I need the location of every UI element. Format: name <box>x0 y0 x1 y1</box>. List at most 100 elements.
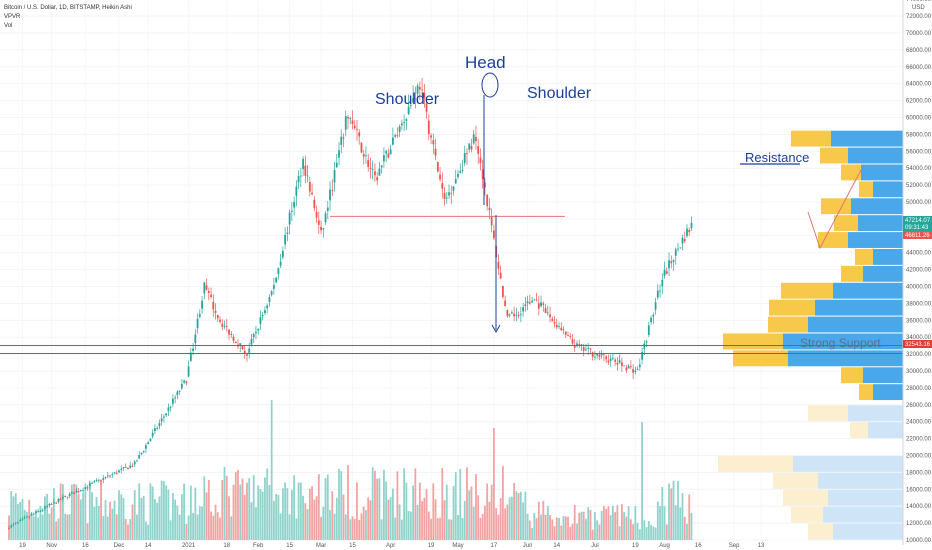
candle-body <box>290 210 293 212</box>
candle-body <box>490 216 493 226</box>
candle-body <box>656 290 659 298</box>
candle-body <box>578 344 581 346</box>
vpvr-up-bar <box>788 350 903 367</box>
candle-body <box>502 285 504 297</box>
vpvr-down-bar <box>768 316 808 333</box>
y-tick-label: 58000.00 <box>906 132 932 138</box>
volume-bar <box>427 511 430 540</box>
vpvr-down-bar <box>859 384 873 401</box>
candle-body <box>257 328 260 331</box>
candle-body <box>61 496 64 499</box>
volume-bar <box>338 468 340 540</box>
candle-body <box>569 336 572 337</box>
candle-body <box>394 135 397 137</box>
last-price-value: 47214.07 <box>905 218 931 224</box>
candle-body <box>450 192 453 194</box>
candles <box>8 78 693 530</box>
volume-bar <box>187 515 190 540</box>
volume-bar <box>163 481 165 540</box>
last-price-badge: 47214.07 09:31:43 <box>903 216 932 231</box>
volume-bar <box>497 514 500 540</box>
x-tick-label: 16 <box>82 543 89 549</box>
volume-bar <box>219 517 221 540</box>
candle-body <box>580 344 583 346</box>
volume-bar <box>41 514 44 540</box>
volume-bar <box>656 501 659 540</box>
volume-bar <box>131 504 134 540</box>
countdown-value: 09:31:43 <box>905 225 929 231</box>
candle-body <box>246 354 248 356</box>
volume-bar <box>576 523 578 540</box>
candle-body <box>555 325 558 328</box>
candle-body <box>423 92 426 99</box>
volume-bar <box>210 511 212 540</box>
volume-bar <box>205 492 208 540</box>
volume-bar <box>243 494 246 540</box>
volume-bar <box>26 511 28 540</box>
vpvr-down-bar <box>841 164 861 181</box>
volume-bar <box>508 497 511 540</box>
volume-bar <box>416 504 419 540</box>
volume-bar <box>544 514 547 540</box>
volume-bar <box>371 467 374 540</box>
volume-bar <box>549 515 551 540</box>
candle-body <box>441 183 444 189</box>
candle-body <box>475 136 477 142</box>
volume-bar <box>396 471 399 540</box>
volume-bar <box>167 489 170 540</box>
candle-body <box>510 312 513 314</box>
candle-body <box>17 521 19 523</box>
right-shoulder-label: Shoulder <box>527 85 592 102</box>
candle-body <box>436 161 439 172</box>
support-price-value: 32543.16 <box>905 342 931 348</box>
volume-bar <box>587 507 590 540</box>
candle-body <box>198 314 201 317</box>
volume-bar <box>663 506 666 540</box>
volume-bar <box>214 504 217 540</box>
y-tick-label: 56000.00 <box>906 149 932 155</box>
candle-body <box>421 89 423 91</box>
indicator-vpvr[interactable]: VPVR <box>4 14 21 20</box>
volume-bar <box>618 526 621 540</box>
volume-bar <box>672 480 675 540</box>
volume-bar <box>349 519 352 540</box>
y-tick-label: 20000.00 <box>906 454 932 460</box>
volume-bar <box>115 514 118 540</box>
volume-bar <box>315 496 318 540</box>
candle-body <box>86 487 89 489</box>
candle-body <box>661 279 664 287</box>
candle-body <box>620 362 623 366</box>
candle-body <box>50 504 53 505</box>
volume-bar <box>524 491 527 540</box>
volume-bar <box>55 521 58 540</box>
volume-bar <box>585 518 587 540</box>
volume-bar <box>679 507 682 540</box>
candle-body <box>650 317 652 323</box>
volume-bar <box>598 524 601 540</box>
volume-bar <box>75 484 78 540</box>
volume-bar <box>223 466 226 540</box>
x-tick-label: Mar <box>316 543 326 549</box>
candle-body <box>284 234 287 245</box>
candle-body <box>48 504 51 506</box>
vpvr-up-bar <box>815 299 903 316</box>
volume-bar <box>228 496 230 540</box>
volume-bar <box>57 518 60 540</box>
candle-body <box>506 310 509 317</box>
candle-body <box>430 135 432 138</box>
candle-body <box>329 189 331 201</box>
vpvr-down-bar <box>808 405 848 422</box>
volume-bar <box>681 493 684 540</box>
candle-body <box>356 128 358 130</box>
time-axis[interactable]: 19 Nov 16 Dec 14 2021 18 Feb 15 Mar 15 Apr 19 May 17 Ju… <box>19 543 765 549</box>
volume-bar <box>432 483 435 540</box>
candle-body <box>12 524 15 525</box>
price-axis[interactable]: USD 74000.00 72000.00 70000.00 68000.00 6600… <box>902 0 932 545</box>
vpvr-down-bar <box>841 265 863 282</box>
candle-body <box>468 143 471 150</box>
indicator-volume[interactable]: Vol <box>4 23 13 29</box>
candle-body <box>598 354 601 357</box>
volume-bar <box>183 483 186 540</box>
volume-bar <box>106 516 109 540</box>
